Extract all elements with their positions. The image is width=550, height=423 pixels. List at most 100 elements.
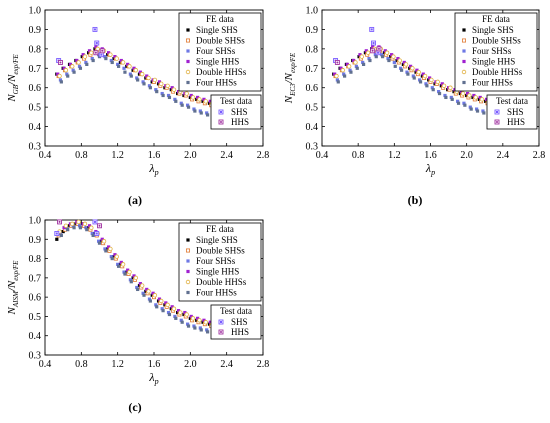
data-point	[126, 268, 130, 272]
data-point	[345, 62, 349, 66]
data-point	[84, 226, 88, 230]
data-point	[164, 301, 168, 305]
data-point	[157, 80, 162, 84]
legend-item-label: HHS	[231, 117, 249, 127]
data-point	[126, 62, 130, 66]
x-axis-label: λp	[148, 161, 158, 177]
data-point	[135, 285, 139, 290]
data-point	[199, 111, 203, 115]
data-point	[58, 78, 63, 82]
data-point	[463, 103, 467, 107]
legend-marker	[186, 238, 190, 242]
data-point	[96, 239, 101, 243]
data-point	[189, 314, 193, 319]
data-point	[173, 97, 177, 101]
series-shs	[56, 26, 104, 63]
data-point	[186, 105, 191, 109]
y-tick-label: 0.5	[29, 103, 42, 114]
data-point	[427, 76, 432, 80]
data-point	[334, 73, 339, 79]
x-label-main: λ	[148, 161, 154, 175]
legend-item-label: HHS	[507, 117, 525, 127]
data-point	[193, 326, 197, 330]
data-point	[160, 307, 164, 311]
legend-item-label: Double HHSs	[472, 67, 523, 77]
data-point	[155, 90, 159, 94]
data-point	[95, 46, 100, 52]
data-point	[456, 101, 461, 105]
data-point	[180, 320, 184, 324]
legend-item-label: Four HHSs	[196, 288, 237, 298]
data-point-core	[94, 51, 97, 54]
data-point	[484, 97, 489, 101]
y-label-sub: GB	[12, 84, 20, 94]
data-point	[462, 101, 466, 105]
legend-marker	[185, 38, 190, 43]
x-tick-label: 0.4	[39, 359, 52, 370]
legend-item-label: Four HHSs	[472, 78, 513, 88]
data-point	[403, 62, 409, 67]
data-point	[367, 56, 371, 61]
data-point-core	[371, 49, 374, 52]
data-point	[186, 322, 190, 326]
data-point	[145, 74, 149, 78]
data-point	[444, 95, 448, 100]
data-point	[393, 64, 397, 68]
chart-panel: 0.4 0.8 1.2 1.6 2.0 2.4 2.80.30.40.50.60.70.80…	[283, 6, 545, 208]
legend-item-label: SHS	[231, 107, 248, 117]
data-point	[418, 80, 423, 84]
data-point	[57, 73, 62, 79]
data-point	[478, 95, 482, 100]
x-tick-label: 2.8	[257, 150, 270, 161]
data-point	[138, 282, 142, 286]
x-tick-label: 1.2	[111, 150, 124, 161]
data-point	[174, 316, 178, 320]
data-point	[152, 293, 158, 298]
legend-marker	[186, 49, 190, 53]
data-point	[70, 64, 75, 69]
data-point	[365, 50, 371, 55]
data-point	[141, 291, 145, 295]
data-point	[371, 45, 375, 49]
data-point	[154, 303, 158, 307]
data-point	[479, 97, 485, 102]
data-point	[160, 91, 164, 96]
legend-marker-core	[496, 111, 498, 113]
data-point	[123, 70, 127, 74]
data-point	[374, 55, 378, 59]
data-point	[103, 55, 107, 59]
x-tick-label: 2.8	[533, 150, 546, 161]
data-point	[450, 97, 454, 101]
data-point	[85, 62, 89, 66]
data-point	[430, 86, 434, 90]
data-point	[440, 82, 444, 86]
data-point	[399, 68, 404, 72]
data-point	[65, 72, 69, 76]
data-point	[443, 93, 447, 98]
data-point	[167, 312, 172, 317]
data-point	[170, 86, 174, 90]
data-point	[108, 52, 113, 57]
data-point	[147, 84, 152, 88]
data-point	[359, 54, 364, 59]
data-point	[166, 93, 171, 98]
data-point	[387, 58, 391, 63]
x-axis-label: λp	[148, 370, 158, 386]
data-point	[196, 95, 200, 100]
legend-marker	[186, 259, 190, 263]
data-point	[68, 62, 73, 66]
y-tick-label: 1.0	[306, 6, 319, 17]
data-point	[151, 291, 155, 295]
x-label-sub: p	[154, 168, 159, 177]
legend-item-label: SHS	[231, 317, 248, 327]
legend-item-label: Single HHS	[196, 57, 239, 67]
data-point	[157, 297, 162, 301]
data-point	[406, 72, 410, 76]
data-point	[89, 225, 94, 230]
data-point	[66, 74, 70, 78]
data-point	[202, 97, 206, 101]
data-point	[133, 275, 139, 281]
y-label-sub2: exp/FE	[12, 54, 20, 75]
legend-marker	[186, 290, 190, 295]
